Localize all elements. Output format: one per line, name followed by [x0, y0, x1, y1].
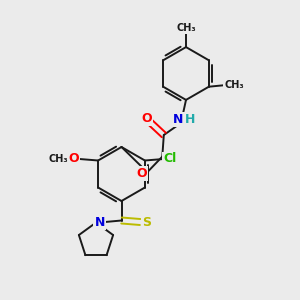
Text: CH₃: CH₃ [224, 80, 244, 90]
Text: CH₃: CH₃ [176, 23, 196, 33]
Text: N: N [94, 215, 105, 229]
Text: N: N [172, 113, 183, 126]
Text: S: S [142, 215, 151, 229]
Text: O: O [141, 112, 152, 125]
Text: H: H [185, 113, 195, 126]
Text: CH₃: CH₃ [48, 154, 68, 164]
Text: O: O [136, 167, 147, 180]
Text: Cl: Cl [164, 152, 177, 166]
Text: O: O [69, 152, 80, 166]
